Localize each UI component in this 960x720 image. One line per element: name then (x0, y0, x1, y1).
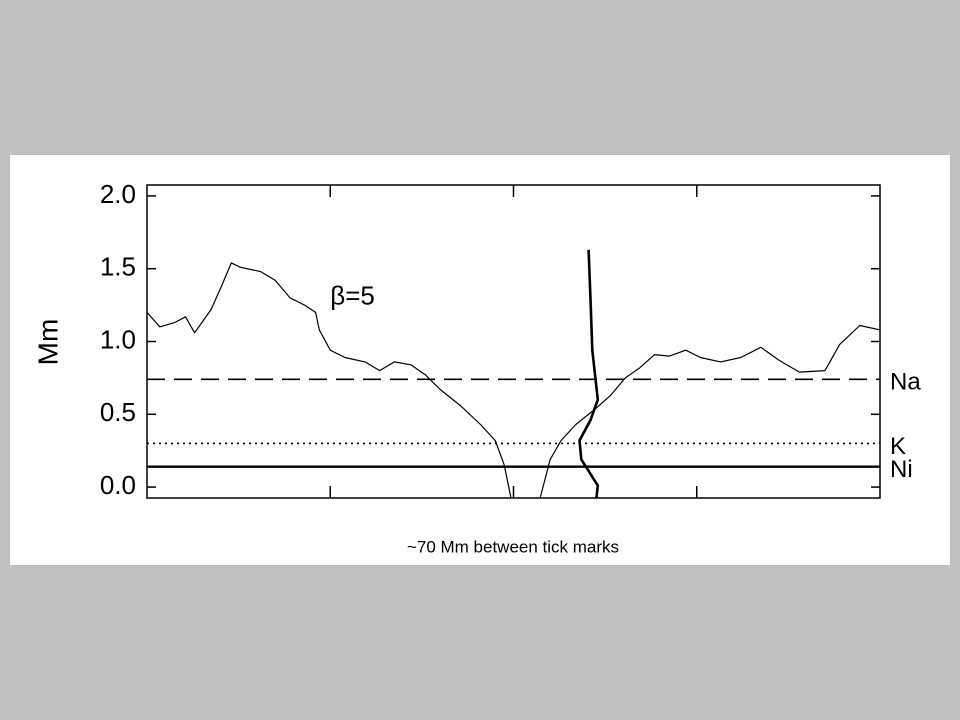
reference-label: Ni (890, 456, 913, 483)
y-tick-label: 2.0 (100, 179, 136, 209)
data-line (147, 262, 880, 498)
y-tick-label: 0.5 (100, 397, 136, 427)
y-tick-label: 1.5 (100, 252, 136, 282)
y-tick-label: 1.0 (100, 324, 136, 354)
y-tick-label: 0.0 (100, 470, 136, 500)
panel (10, 155, 950, 565)
x-axis-label: ~70 Mm between tick marks (407, 537, 619, 556)
reference-label: K (890, 433, 906, 460)
data-line (578, 249, 600, 498)
annotation: β=5 (330, 281, 375, 311)
y-axis-label: Mm (32, 319, 63, 366)
reference-label: Na (890, 369, 921, 396)
plot-area (147, 249, 880, 498)
